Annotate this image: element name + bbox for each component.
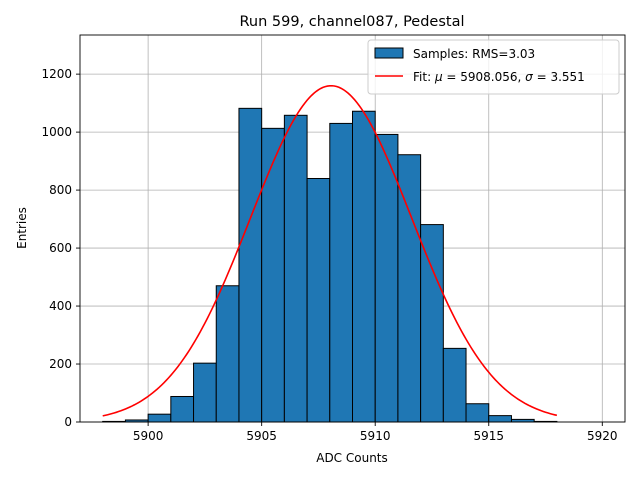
histogram-bar (352, 110, 376, 423)
plot-frame (79, 34, 626, 423)
legend-fit-label: Fit: μ = 5908.056, σ = 3.551 (413, 70, 585, 84)
y-axis-label: Entries (15, 207, 29, 249)
histogram-bar (329, 122, 353, 423)
histogram-bar (397, 154, 422, 423)
histogram-bar (488, 415, 512, 423)
histogram-bar (215, 285, 240, 423)
legend-frame (367, 39, 620, 95)
y-tick-label: 0 (64, 415, 72, 429)
legend-histogram-swatch (374, 47, 404, 59)
y-axis-ticks: 0 200 400 600 800 1000 1200 (41, 67, 80, 429)
legend: Samples: RMS=3.03 Fit: μ = 5908.056, σ =… (367, 39, 620, 95)
histogram-bar (193, 362, 217, 423)
y-tick-label: 400 (49, 299, 72, 313)
histogram-bar (170, 395, 195, 423)
histogram-bar (238, 107, 263, 423)
histogram-bar (306, 177, 331, 423)
histogram-bar (283, 114, 308, 423)
chart-title: Run 599, channel087, Pedestal (239, 14, 464, 30)
histogram-bar (374, 133, 399, 423)
x-axis-label: ADC Counts (316, 451, 388, 465)
y-tick-label: 1000 (41, 125, 72, 139)
histogram-bar (147, 413, 172, 423)
x-tick-label: 5900 (133, 429, 164, 443)
x-tick-label: 5910 (360, 429, 391, 443)
histogram-bar (465, 403, 490, 423)
histogram-bar (261, 127, 285, 423)
x-tick-label: 5920 (587, 429, 618, 443)
y-tick-label: 1200 (41, 67, 72, 81)
fit-curve (102, 84, 558, 417)
y-tick-label: 800 (49, 183, 72, 197)
x-tick-label: 5905 (246, 429, 277, 443)
histogram-bar (442, 347, 467, 423)
legend-histogram-label: Samples: RMS=3.03 (413, 47, 535, 61)
histogram-bar (420, 224, 444, 423)
y-tick-label: 600 (49, 241, 72, 255)
x-tick-label: 5915 (473, 429, 504, 443)
y-tick-label: 200 (49, 357, 72, 371)
x-axis-ticks: 5900 5905 5910 5915 5920 (133, 422, 618, 443)
